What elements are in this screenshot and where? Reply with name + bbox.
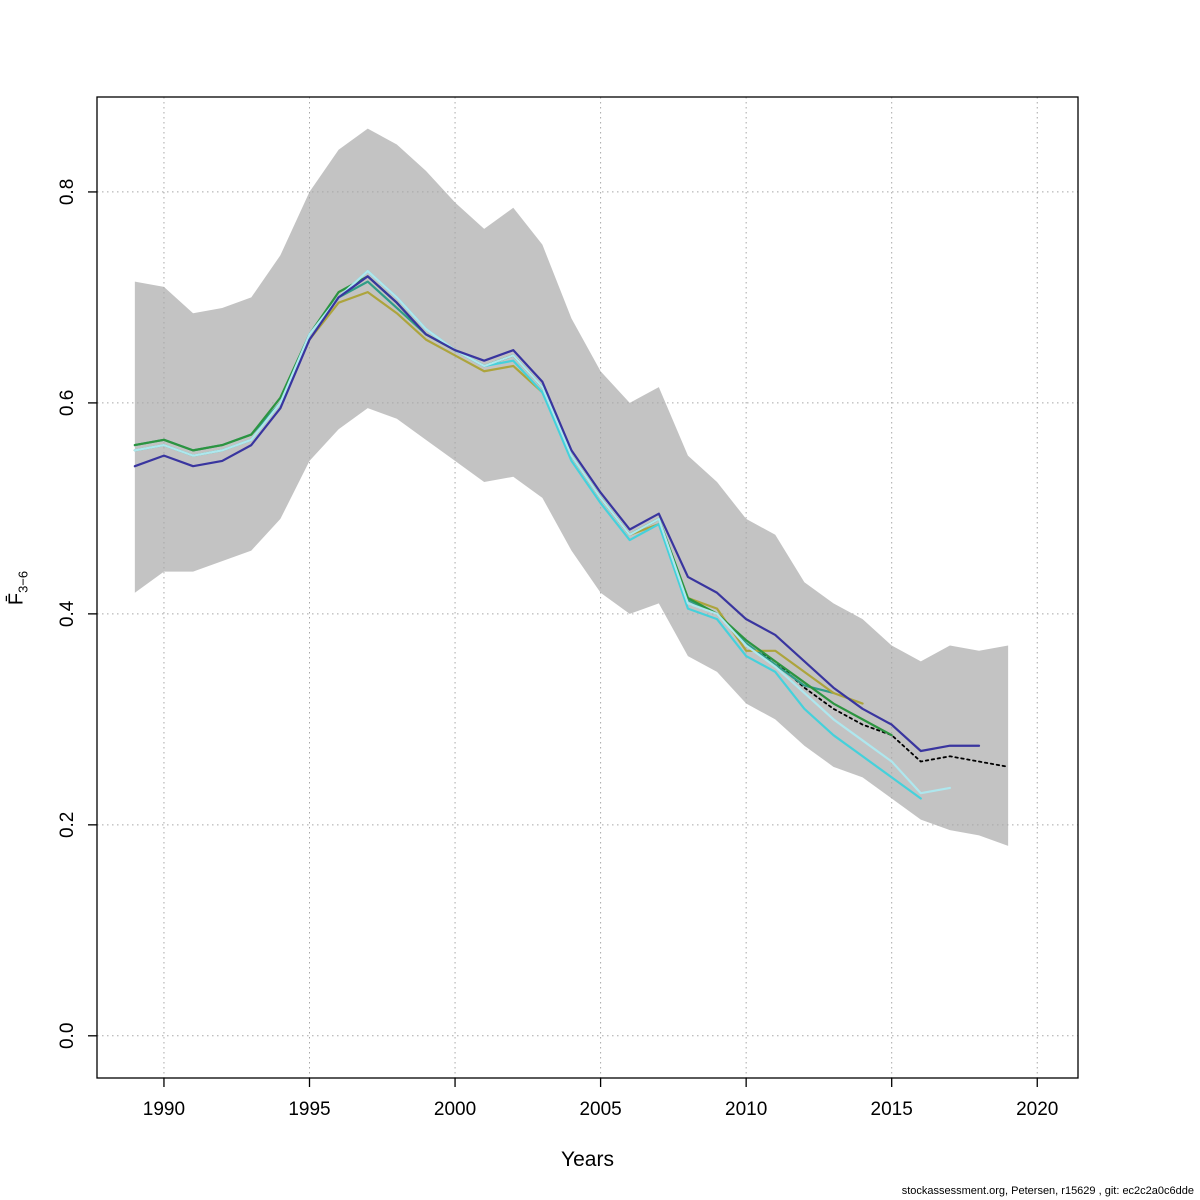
x-tick-label: 2005 [579,1099,621,1120]
y-axis-title-sub: 3−6 [15,570,31,593]
y-axis-title: F̄3−6 [6,571,31,605]
series-line-retro-peel-2017 [133,269,952,795]
y-tick-label: 0.0 [57,1023,78,1049]
y-tick-label: 0.8 [57,179,78,205]
y-tick-label: 0.6 [57,390,78,416]
x-tick-label: 1995 [288,1099,330,1120]
x-tick-label: 1990 [143,1099,185,1120]
plot-border [96,96,1079,1079]
x-tick-label: 2000 [434,1099,476,1120]
y-tick-label: 0.2 [57,812,78,838]
x-tick-label: 2015 [871,1099,913,1120]
y-axis-title-base: F̄ [5,592,28,606]
x-tick-label: 2010 [725,1099,767,1120]
x-tick-label: 2020 [1016,1099,1058,1120]
confidence-band [134,128,1009,846]
y-tick-label: 0.4 [57,600,78,627]
attribution-text: stockassessment.org, Petersen, r15629 , … [901,1185,1194,1197]
x-axis-title: Years [561,1148,614,1171]
series-line-retro-peel-2018 [133,275,981,753]
